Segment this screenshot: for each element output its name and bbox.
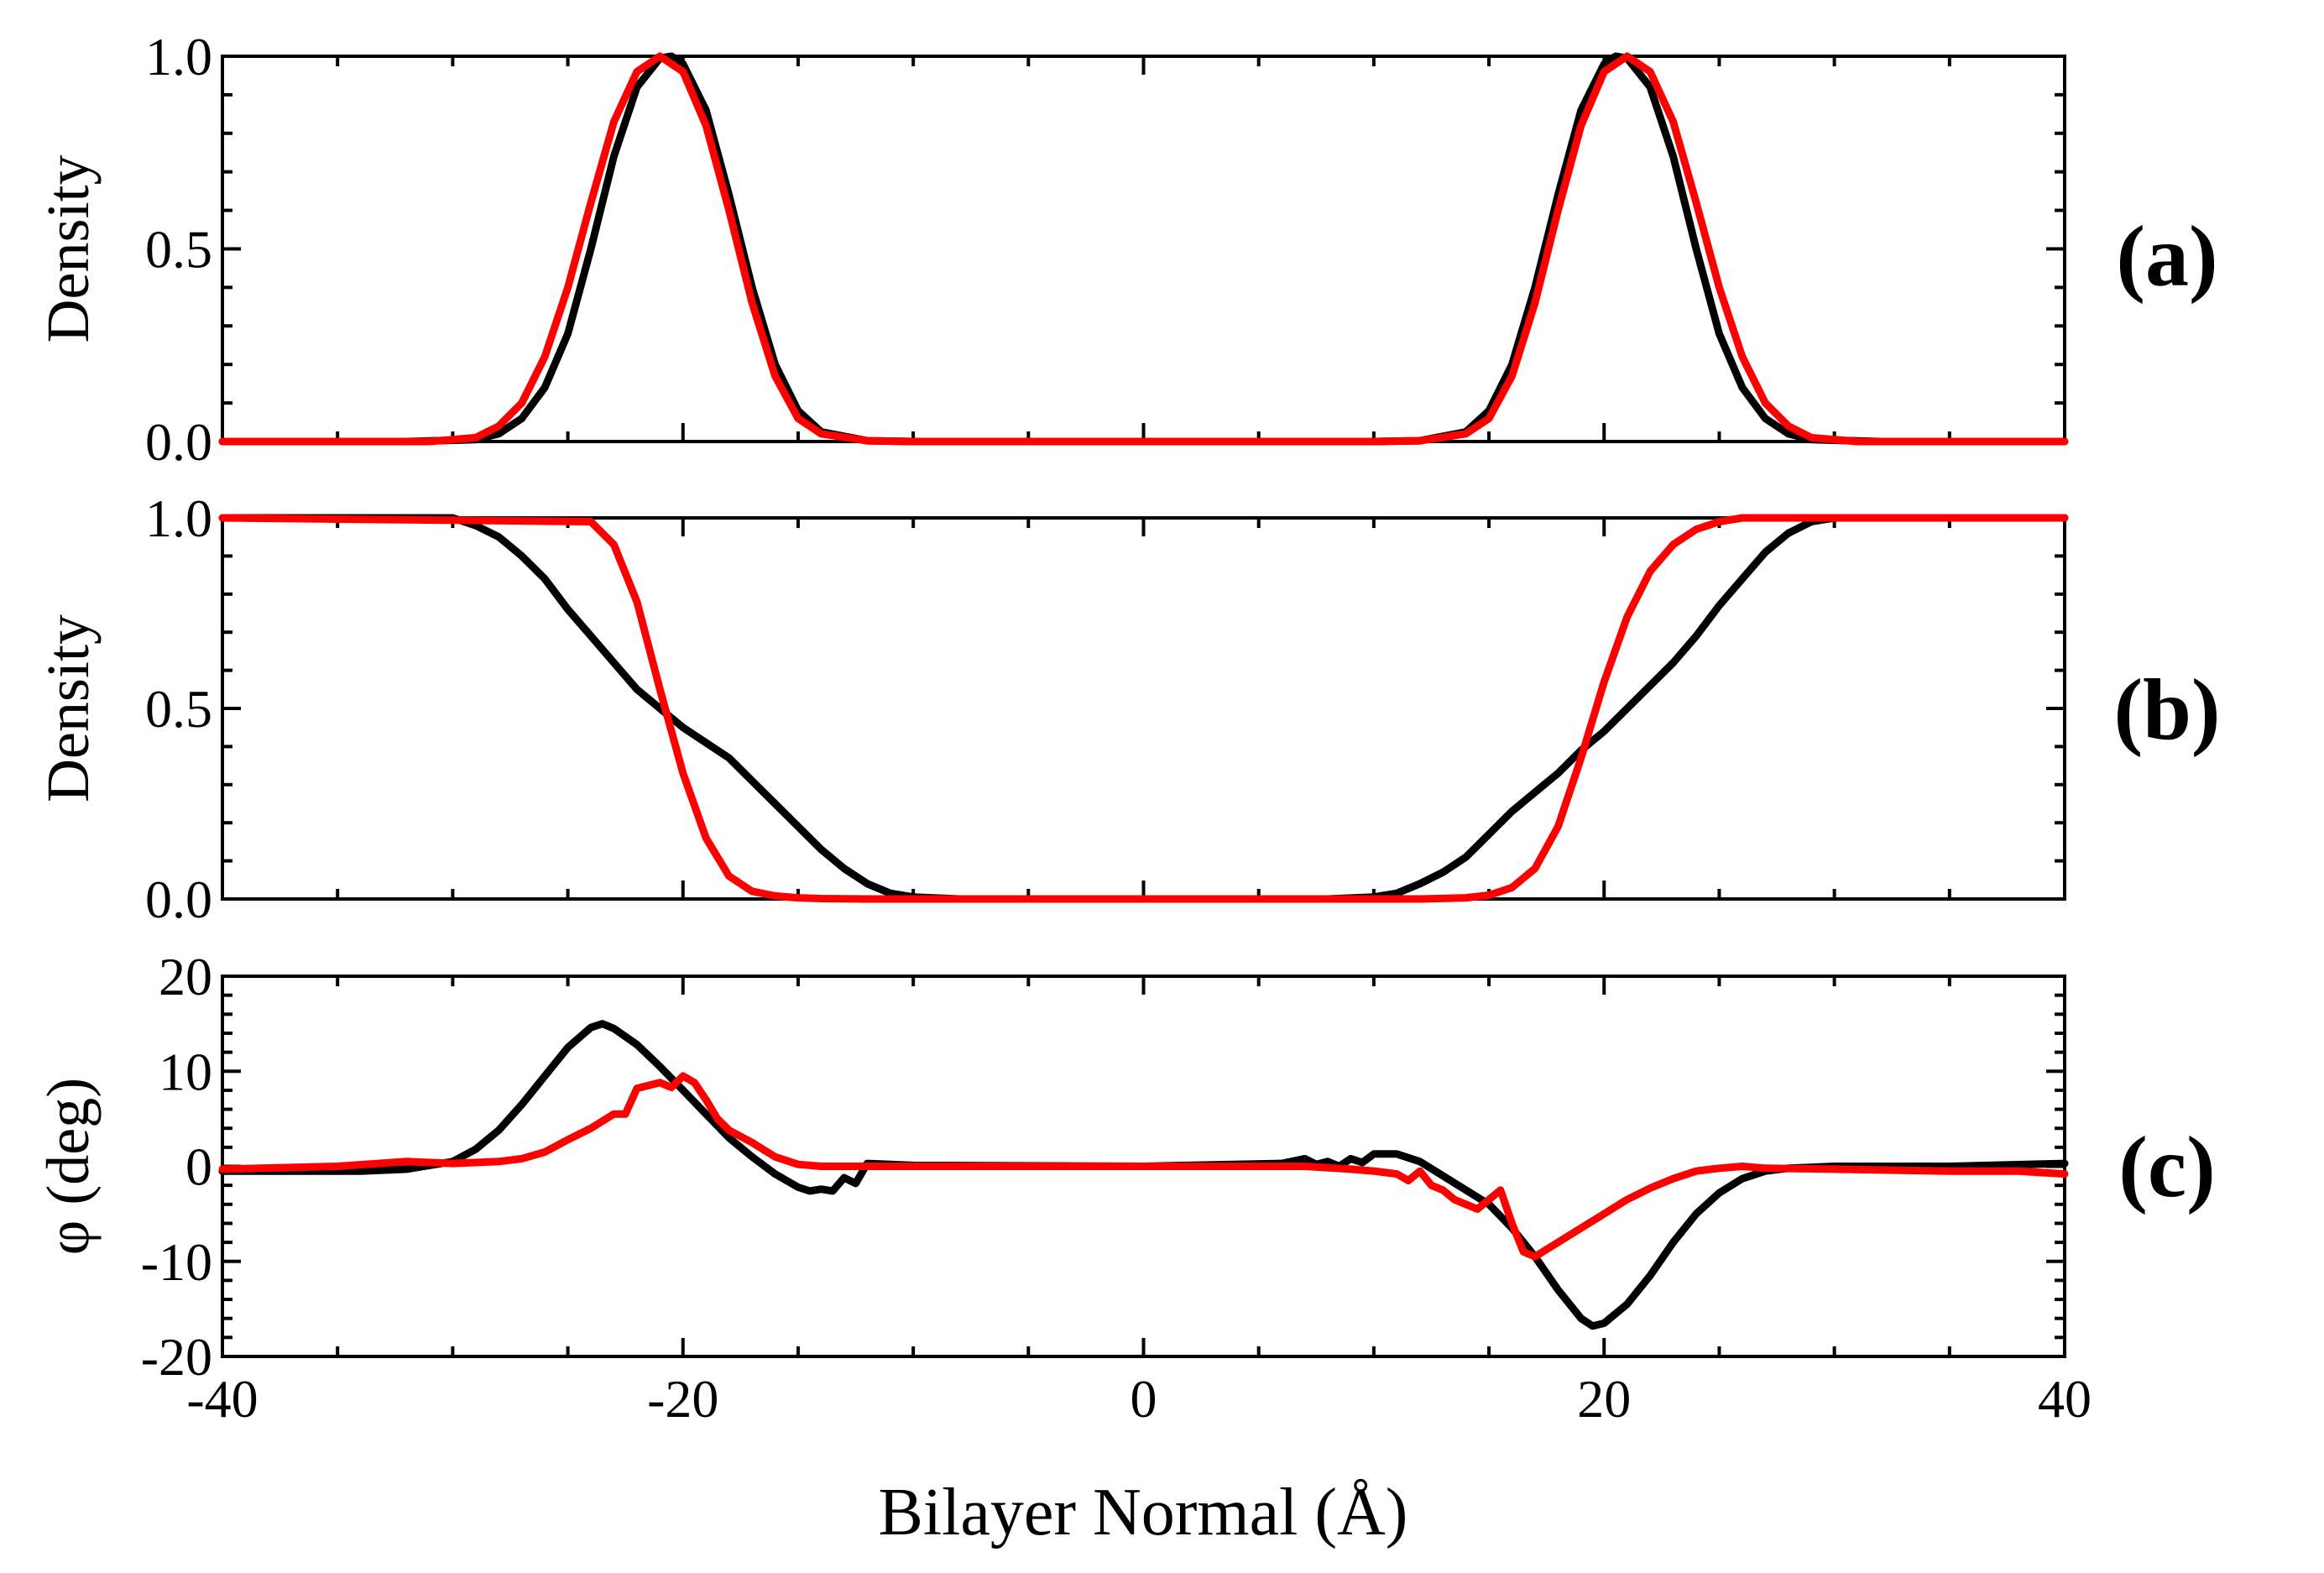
- panel-b-series-black: [218, 514, 2069, 903]
- x-axis-label: Bilayer Normal (Å): [879, 1476, 1408, 1549]
- x-tick-labels: -40 -20 0 20 40: [186, 1369, 2092, 1429]
- panel-a-ticks: [221, 55, 2066, 443]
- panel-b-y-tick-label: 1.0: [145, 489, 212, 548]
- panel-a-frame: [221, 55, 2066, 443]
- panel-a-y-tick-label: 0.0: [145, 412, 212, 472]
- panel-a-y-tick-labels: 0.0 0.5 1.0: [145, 27, 212, 472]
- panel-c-y-tick-label: 10: [159, 1042, 212, 1101]
- panel-c-ylabel: φ (deg): [34, 1078, 102, 1255]
- panel-c-ticks: [221, 975, 2066, 1358]
- panel-a-ylabel: Density: [34, 155, 102, 343]
- panel-b-label: (b): [2113, 661, 2220, 758]
- panel-c-y-tick-label: 0: [185, 1137, 212, 1197]
- panel-c-label: (c): [2118, 1119, 2215, 1215]
- panel-b-y-tick-label: 0.5: [145, 679, 212, 739]
- panel-c-series: [218, 1020, 2069, 1330]
- panel-a-label: (a): [2116, 208, 2217, 305]
- x-tick-label: 20: [1577, 1369, 1631, 1429]
- panel-b-y-tick-labels: 0.0 0.5 1.0: [145, 489, 212, 929]
- panel-c-y-tick-label: -10: [141, 1232, 212, 1292]
- panel-a-series: [218, 52, 2069, 446]
- panel-c-y-tick-label: -20: [141, 1327, 212, 1387]
- panel-b-ylabel: Density: [34, 614, 102, 802]
- panel-b-series-red: [218, 514, 2069, 903]
- panel-a-series-red: [218, 52, 2069, 446]
- panel-b-frame: [221, 516, 2066, 901]
- panel-a-y-tick-label: 0.5: [145, 220, 212, 280]
- panel-c-y-tick-label: 20: [159, 947, 212, 1006]
- panel-c: -20 -10 0 10 20 φ (deg) (c): [34, 947, 2216, 1387]
- x-tick-label: 40: [2038, 1369, 2092, 1429]
- panel-b-y-tick-label: 0.0: [145, 870, 212, 929]
- panel-c-series-red: [218, 1072, 2069, 1261]
- x-tick-label: 0: [1131, 1369, 1157, 1429]
- x-tick-label: -20: [647, 1369, 718, 1429]
- panel-a: 0.0 0.5 1.0 Density (a): [34, 27, 2218, 472]
- panel-b: 0.0 0.5 1.0 Density (b): [34, 489, 2221, 929]
- panel-c-y-tick-labels: -20 -10 0 10 20: [141, 947, 212, 1387]
- panel-b-series: [218, 514, 2069, 903]
- x-tick-label: -40: [186, 1369, 258, 1429]
- panel-b-ticks: [221, 516, 2066, 901]
- panel-a-series-black: [218, 52, 2069, 446]
- panel-a-y-tick-label: 1.0: [145, 27, 212, 86]
- panel-c-series-black: [218, 1020, 2069, 1330]
